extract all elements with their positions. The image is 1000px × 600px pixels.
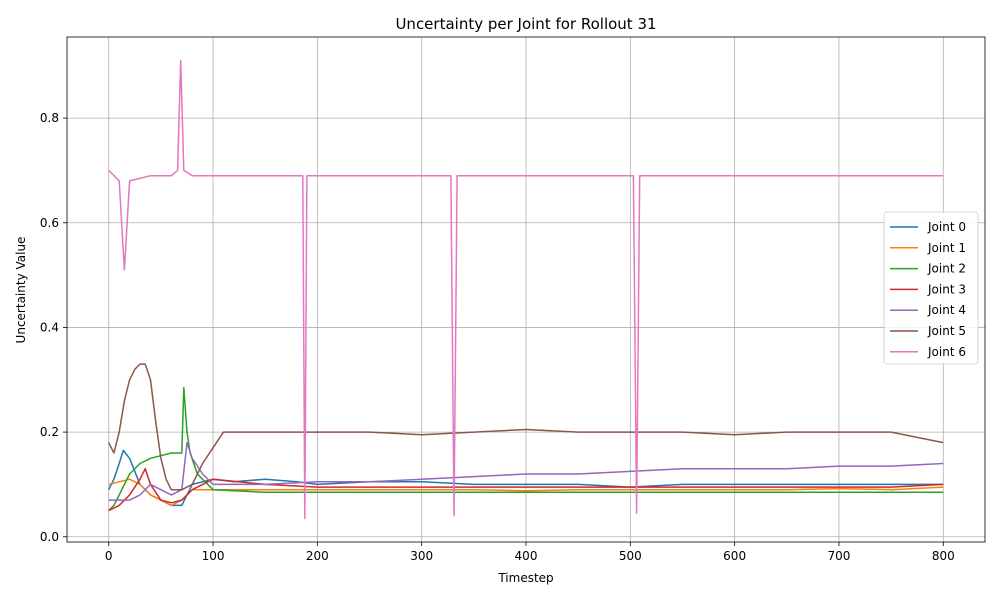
series-line-joint-0: [108, 449, 944, 507]
y-tick-label: 0.2: [40, 425, 59, 439]
x-tick-label: 100: [202, 549, 225, 563]
legend-label-joint-4: Joint 4: [927, 303, 966, 317]
y-tick-label: 0.0: [40, 530, 59, 544]
legend-label-joint-0: Joint 0: [927, 220, 966, 234]
x-tick-label: 700: [828, 549, 851, 563]
series-line-joint-4: [108, 441, 944, 501]
y-tick-label: 0.8: [40, 111, 59, 125]
series-line-joint-3: [108, 467, 944, 512]
x-tick-label: 600: [723, 549, 746, 563]
x-tick-label: 800: [932, 549, 955, 563]
series-line-joint-1: [108, 478, 944, 507]
x-tick-label: 0: [105, 549, 113, 563]
legend-label-joint-2: Joint 2: [927, 262, 966, 276]
legend-label-joint-6: Joint 6: [927, 345, 966, 359]
series-line-joint-5: [108, 363, 944, 491]
grid-layer: [67, 37, 985, 542]
series-line-joint-6: [108, 59, 944, 520]
x-tick-label: 500: [619, 549, 642, 563]
chart-title: Uncertainty per Joint for Rollout 31: [395, 15, 656, 33]
legend: Joint 0 Joint 1 Joint 2 Joint 3 Joint 4 Joint…: [883, 211, 979, 365]
tick-layer: 0 100 200 300 400 500 600 700 800 0.0 0.2 0.4 0.6 0.8: [40, 111, 955, 563]
y-tick-label: 0.4: [40, 320, 59, 334]
x-axis-label: Timestep: [497, 571, 553, 585]
series-line-joint-2: [108, 386, 944, 512]
x-tick-label: 200: [306, 549, 329, 563]
x-tick-label: 300: [410, 549, 433, 563]
x-tick-label: 400: [515, 549, 538, 563]
legend-box: [883, 211, 979, 365]
legend-label-joint-1: Joint 1: [927, 241, 966, 255]
legend-label-joint-5: Joint 5: [927, 324, 966, 338]
y-axis-label: Uncertainty Value: [14, 237, 28, 344]
series-layer: [108, 59, 944, 520]
y-tick-label: 0.6: [40, 216, 59, 230]
legend-items: Joint 0 Joint 1 Joint 2 Joint 3 Joint 4 Joint…: [890, 220, 966, 359]
legend-label-joint-3: Joint 3: [927, 282, 966, 296]
